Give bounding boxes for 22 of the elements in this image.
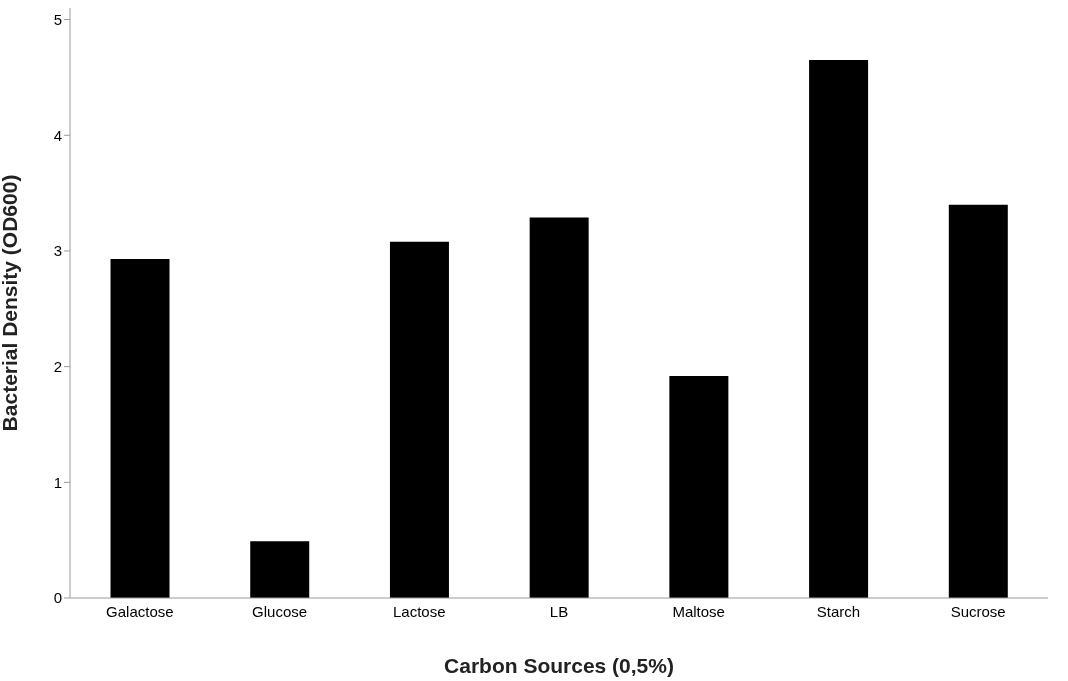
x-tick-label: Sucrose xyxy=(950,602,1006,620)
bar xyxy=(948,204,1008,598)
bar xyxy=(669,375,729,598)
y-tick-label: 3 xyxy=(53,242,62,260)
y-tick-label: 0 xyxy=(53,589,62,607)
bar xyxy=(529,217,589,598)
bar xyxy=(250,541,310,598)
y-tick-label: 5 xyxy=(53,10,62,28)
bar xyxy=(110,259,170,598)
bar xyxy=(809,60,869,598)
x-axis-title: Carbon Sources (0,5%) xyxy=(444,654,674,677)
y-axis-title: Bacterial Density (OD600) xyxy=(0,174,22,432)
x-tick-label: Glucose xyxy=(252,602,308,620)
y-tick-label: 1 xyxy=(53,473,62,491)
y-tick-label: 4 xyxy=(53,126,62,144)
x-tick-label: Lactose xyxy=(393,602,446,620)
x-tick-label: Maltose xyxy=(672,602,725,620)
y-tick-label: 2 xyxy=(53,357,62,375)
bar xyxy=(389,241,449,598)
x-tick-label: LB xyxy=(549,602,569,620)
x-tick-label: Galactose xyxy=(106,602,174,620)
x-tick-label: Starch xyxy=(816,602,861,620)
